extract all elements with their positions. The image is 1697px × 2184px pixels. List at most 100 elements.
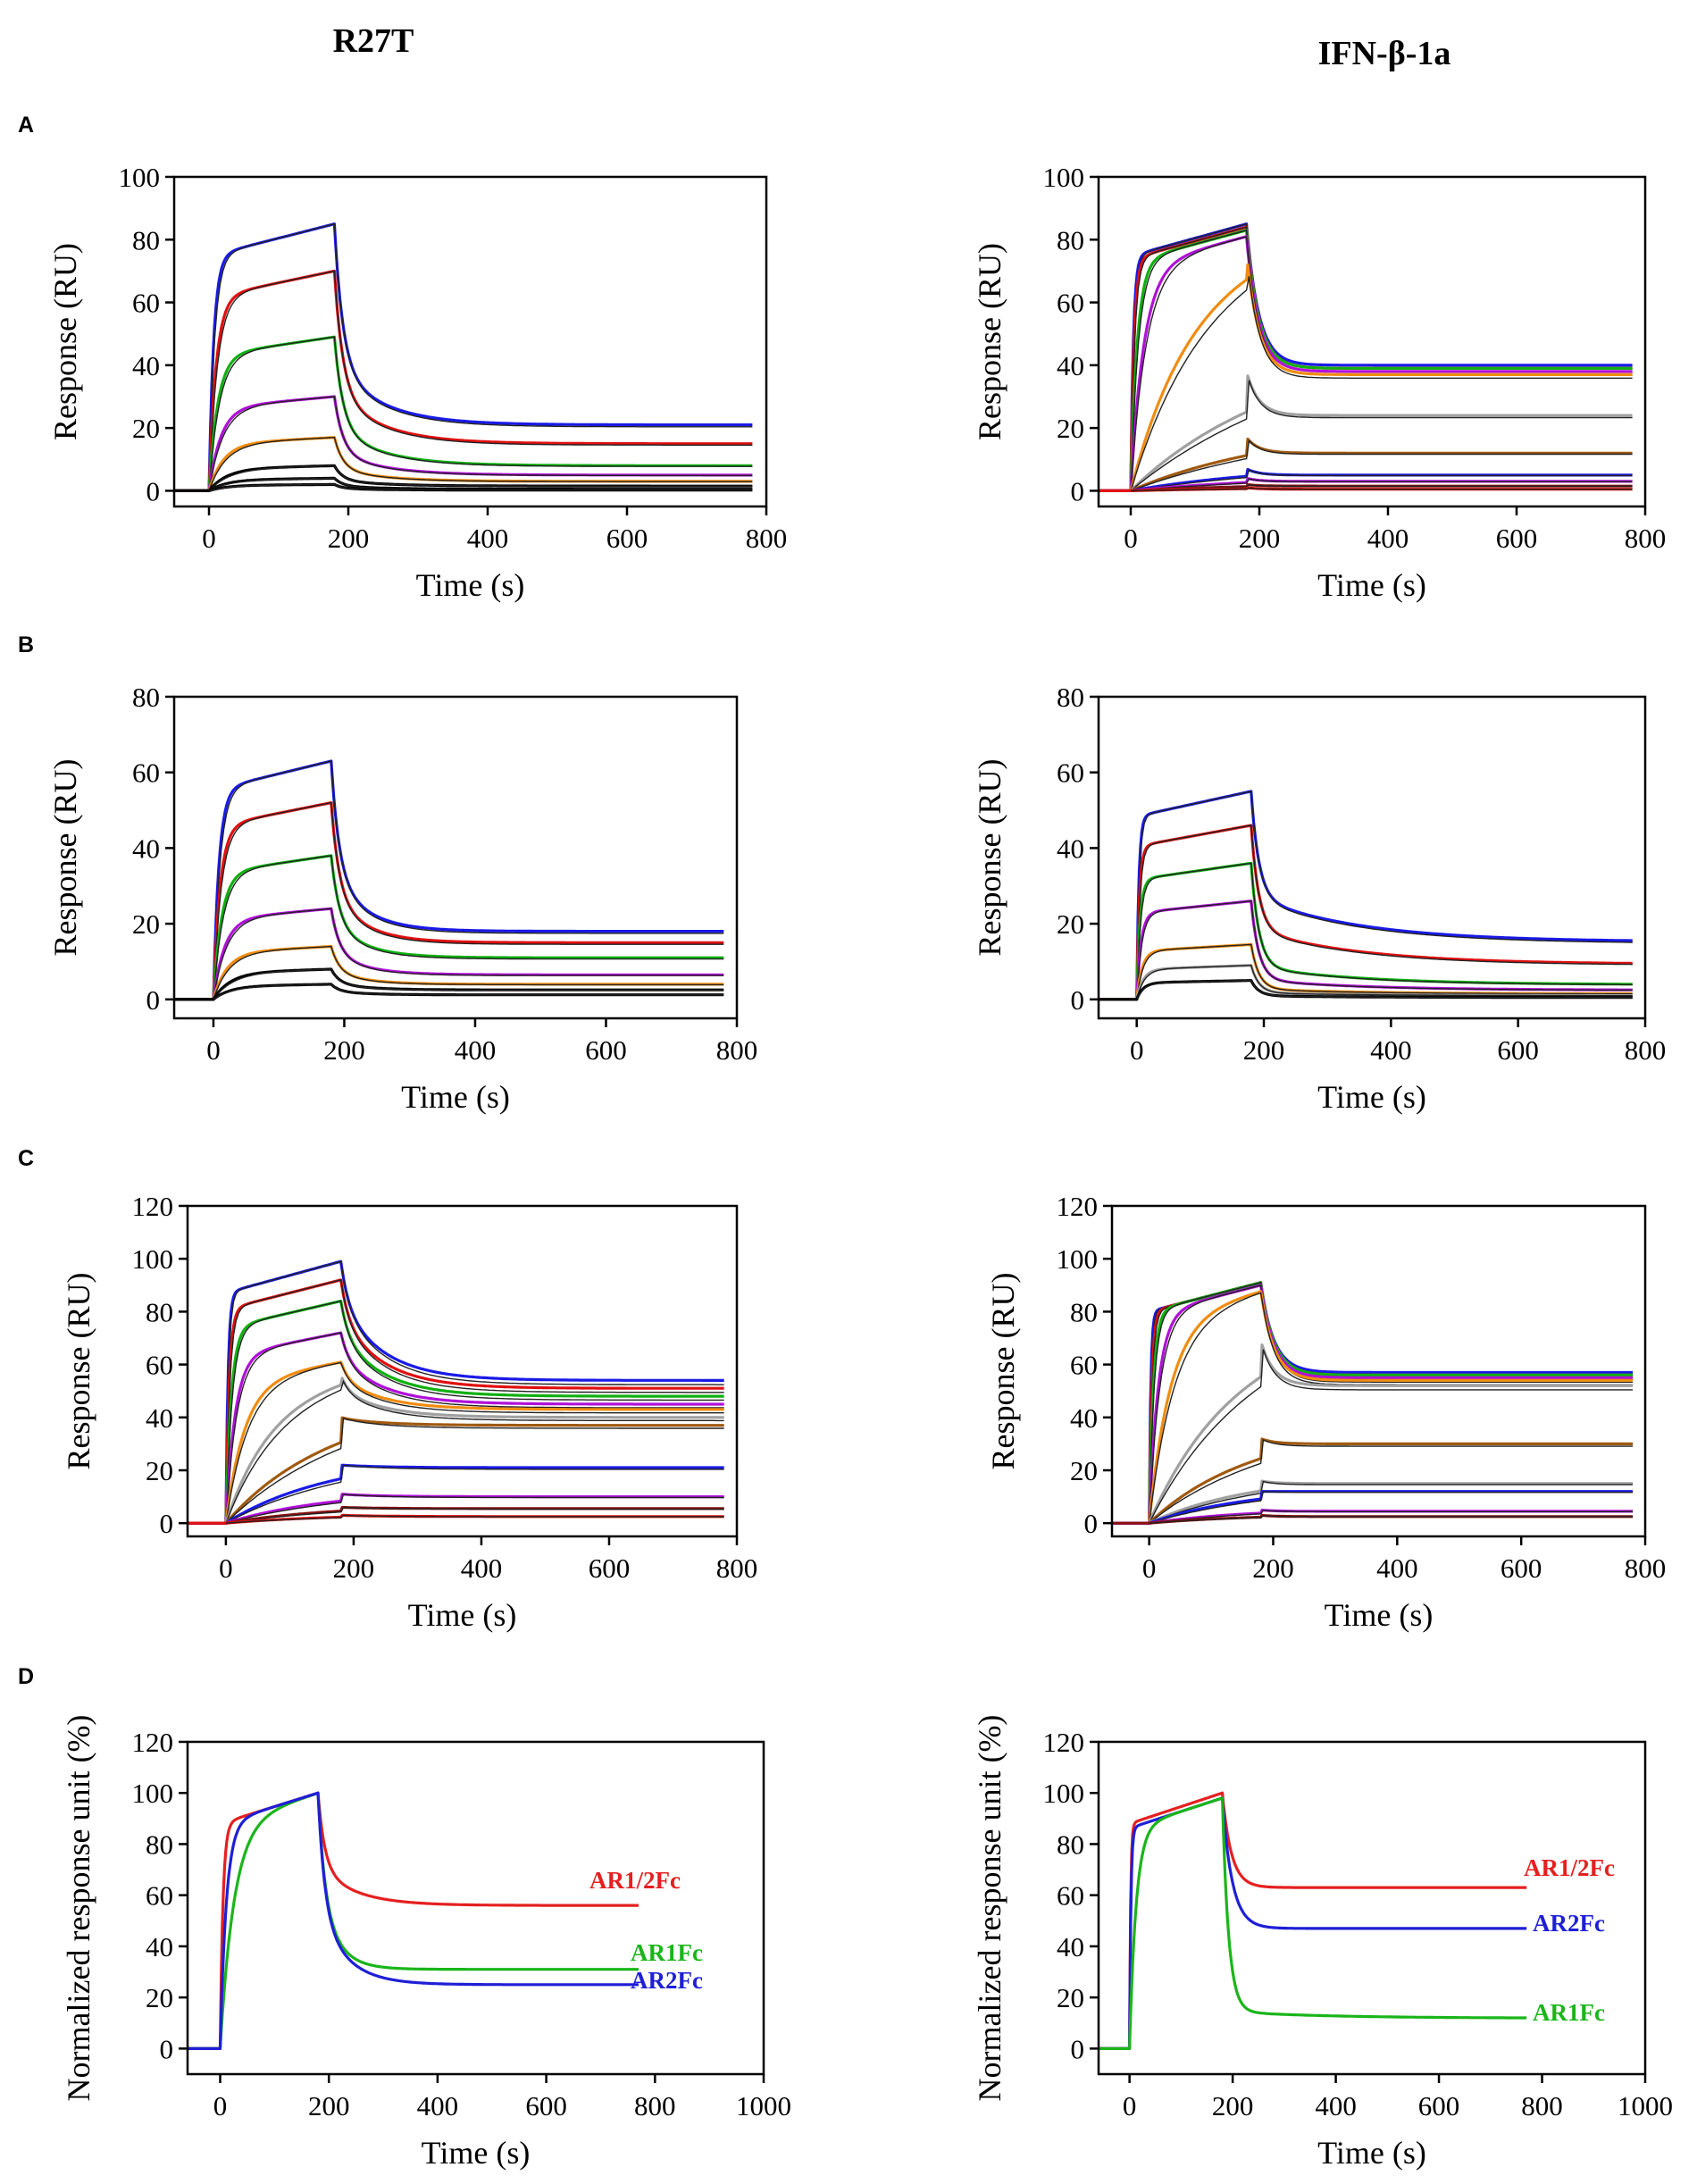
plot-frame: [1097, 175, 1647, 508]
fit-line: [1130, 439, 1633, 492]
x-axis-title: Time (s): [1325, 1597, 1434, 1633]
series-line-3: [1111, 1284, 1634, 1525]
y-tick-label: 100: [132, 1778, 174, 1809]
chart-A-R27T: 0 20 40 60 80 100 0 200 400 600 800 Time (s) Respons…: [47, 162, 787, 603]
x-axis-title: Time (s): [1317, 1079, 1426, 1115]
fit-line: [1131, 487, 1633, 492]
y-axis-title: Response (RU): [61, 1273, 96, 1470]
y-tick-label: 0: [146, 984, 161, 1016]
series-line-ar2fc: [187, 1791, 640, 2050]
x-tick-label: 800: [716, 1034, 758, 1066]
x-tick-label: 0: [219, 1552, 233, 1584]
x-tick-label: 800: [1625, 1552, 1667, 1584]
y-tick-label: 20: [132, 413, 160, 444]
x-tick-label: 1000: [1618, 2090, 1673, 2121]
y-tick-label: 0: [160, 1508, 174, 1539]
series-line-7: [1111, 1479, 1634, 1525]
x-tick-label: 200: [328, 523, 370, 554]
x-tick-label: 800: [746, 523, 788, 554]
fit-line: [1149, 1281, 1634, 1524]
plot-frame: [186, 1204, 739, 1538]
series-line-2: [173, 854, 724, 1001]
x-tick-label: 600: [606, 523, 648, 554]
chart-D-IFN: AR1/2Fc AR2Fc AR1Fc 0 20 40 60 80 100 120 0 200 400 6…: [972, 1715, 1673, 2171]
x-axis-title: Time (s): [1317, 2135, 1426, 2171]
y-axis-title: Normalized response unit (%): [61, 1715, 96, 2102]
fit-line: [208, 270, 753, 491]
y-tick-label: 80: [1070, 1296, 1098, 1327]
y-tick-label: 0: [1071, 475, 1085, 506]
y-tick-label: 80: [146, 1828, 173, 1860]
y-axis-title: Response (RU): [47, 243, 83, 440]
x-tick-label: 600: [1496, 523, 1538, 554]
series-line-2: [187, 1300, 724, 1525]
fit-line: [208, 436, 753, 491]
x-axis-title: Time (s): [416, 567, 525, 603]
y-tick-label: 40: [132, 350, 160, 381]
y-tick-label: 40: [132, 833, 160, 864]
x-tick-label: 1000: [736, 2090, 791, 2121]
fit-line: [208, 222, 753, 491]
x-axis-title: Time (s): [401, 1079, 510, 1115]
fit-line: [1149, 1514, 1634, 1524]
x-tick-label: 0: [213, 2090, 228, 2121]
series-line-ar1fc: [1098, 1796, 1527, 2050]
y-axis-title: Response (RU): [972, 243, 1007, 440]
y-tick-label: 60: [1057, 288, 1084, 319]
series-line-0: [1111, 1281, 1634, 1525]
column-title-ifn: IFN-β-1a: [1318, 35, 1451, 72]
series-label-ar2fc: AR2Fc: [1533, 1910, 1605, 1937]
panel-letter-d: D: [18, 1664, 34, 1689]
series-label-ar12fc: AR1/2Fc: [1524, 1854, 1615, 1881]
fit-line: [1149, 1281, 1634, 1524]
fit-line: [1130, 226, 1633, 491]
x-axis-title: Time (s): [422, 2135, 531, 2171]
series-line-5: [187, 1377, 724, 1525]
y-tick-label: 0: [1084, 1508, 1099, 1539]
y-tick-label: 60: [132, 757, 160, 789]
y-tick-label: 120: [132, 1727, 174, 1758]
x-tick-label: 400: [461, 1552, 503, 1584]
series-line-ar1fc: [187, 1791, 640, 2050]
x-tick-label: 400: [417, 2090, 459, 2121]
series-line-5: [1111, 1343, 1634, 1525]
x-tick-label: 400: [1315, 2090, 1357, 2121]
fit-line: [213, 945, 724, 1000]
fit-line: [1136, 824, 1633, 1000]
x-tick-label: 200: [323, 1034, 365, 1066]
series-line-0: [174, 222, 753, 492]
x-tick-label: 400: [467, 523, 509, 554]
series-line-4: [1111, 1290, 1634, 1525]
fit-line: [1130, 229, 1633, 491]
x-tick-label: 600: [1501, 1552, 1542, 1584]
y-tick-label: 60: [146, 1350, 173, 1381]
x-tick-label: 800: [716, 1552, 758, 1584]
y-tick-label: 100: [1043, 162, 1085, 193]
fit-line: [225, 1494, 724, 1524]
y-axis-title: Response (RU): [985, 1273, 1021, 1470]
x-tick-label: 0: [1142, 1552, 1157, 1584]
y-tick-label: 0: [1071, 984, 1085, 1016]
fit-line: [225, 1361, 724, 1524]
y-tick-label: 20: [1057, 908, 1084, 940]
x-tick-label: 200: [1239, 523, 1281, 554]
fit-line: [225, 1506, 724, 1524]
plot-frame: [1097, 695, 1647, 1020]
series-line-2: [1111, 1281, 1634, 1525]
y-tick-label: 80: [132, 682, 160, 713]
y-tick-label: 20: [146, 1982, 173, 2013]
x-tick-label: 0: [206, 1034, 221, 1066]
y-tick-label: 40: [1057, 833, 1084, 864]
fit-line: [1149, 1509, 1634, 1524]
series-line-7: [187, 1463, 724, 1525]
x-tick-label: 600: [1497, 1034, 1539, 1066]
fit-line: [213, 983, 724, 1000]
y-tick-label: 0: [1071, 2033, 1085, 2064]
y-tick-label: 40: [1057, 350, 1084, 381]
y-tick-label: 40: [146, 1402, 173, 1434]
fit-line: [213, 760, 724, 1000]
y-tick-label: 80: [1057, 1828, 1084, 1860]
fit-line: [225, 1379, 724, 1524]
fit-line: [213, 908, 724, 1000]
